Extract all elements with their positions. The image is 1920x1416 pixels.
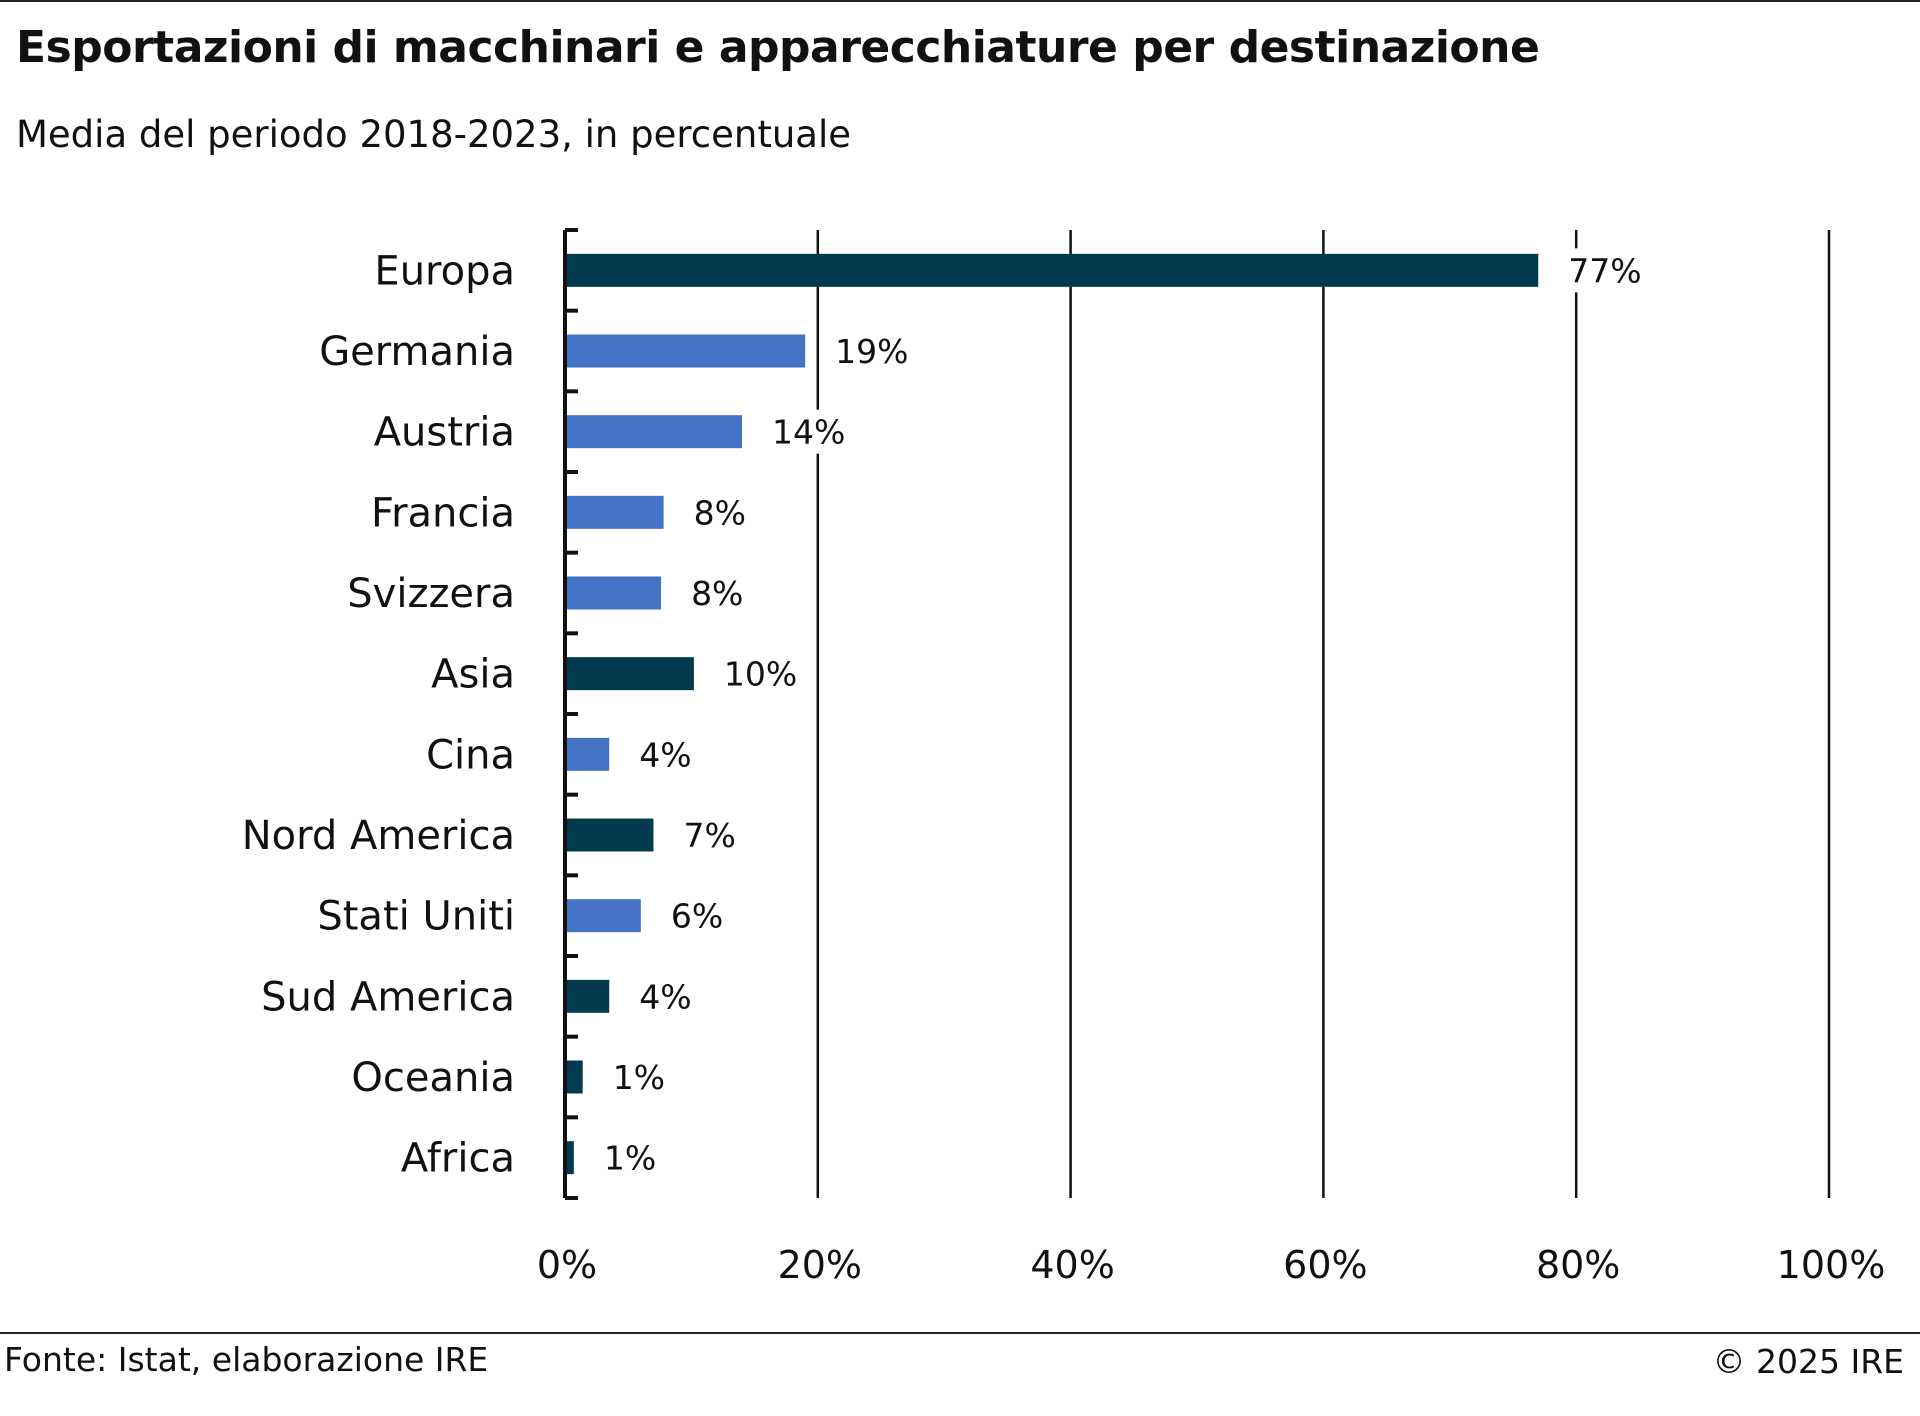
chart-subtitle: Media del periodo 2018-2023, in percentu… <box>16 113 852 156</box>
bar-4 <box>565 576 662 610</box>
category-label: Asia <box>431 652 515 698</box>
bar-2 <box>565 415 742 449</box>
value-label: 77% <box>1568 251 1641 290</box>
x-tick-label: 20% <box>778 1243 862 1287</box>
top-rule <box>0 0 1920 2</box>
value-label: 4% <box>639 977 691 1016</box>
bar-5 <box>565 657 694 691</box>
value-label-bg <box>683 571 738 615</box>
value-label: 1% <box>613 1058 665 1097</box>
bar-6 <box>565 737 610 771</box>
category-label: Cina <box>426 732 515 778</box>
value-label-bg <box>685 490 740 535</box>
x-tick-label: 80% <box>1536 1243 1620 1287</box>
copyright-note: © 2025 IRE <box>1712 1342 1904 1381</box>
bar-11 <box>565 1141 574 1175</box>
bar-9 <box>565 979 610 1013</box>
category-label: Austria <box>374 410 515 456</box>
value-label-bg <box>715 651 790 696</box>
value-label: 8% <box>694 493 746 532</box>
x-tick-label: 40% <box>1030 1243 1114 1287</box>
chart-title: Esportazioni di macchinari e apparecchia… <box>16 22 1540 73</box>
value-label-bg <box>662 893 717 938</box>
category-label: Africa <box>401 1136 515 1182</box>
y-axis <box>563 228 578 1200</box>
value-label: 4% <box>639 735 691 774</box>
value-label-bg <box>675 813 730 857</box>
category-label: Europa <box>374 248 515 294</box>
category-label: Nord America <box>242 813 515 859</box>
x-tick-label: 0% <box>537 1243 597 1287</box>
category-label: Francia <box>371 490 515 536</box>
category-label: Stati Uniti <box>317 894 515 940</box>
value-label: 10% <box>724 655 797 694</box>
value-label: 7% <box>683 816 735 855</box>
x-tick-label: 60% <box>1283 1243 1367 1287</box>
value-label-bg <box>595 1135 650 1180</box>
footer-rule <box>0 1332 1920 1334</box>
value-label: 19% <box>835 332 908 371</box>
value-label-bg <box>631 974 686 1019</box>
value-label-bg <box>604 1055 659 1099</box>
x-tick-label: 100% <box>1777 1243 1886 1287</box>
category-label: Oceania <box>351 1055 515 1101</box>
value-label-bg <box>763 409 838 454</box>
bar-7 <box>565 818 654 852</box>
gridlines <box>816 230 1831 1198</box>
source-note: Fonte: Istat, elaborazione IRE <box>4 1340 489 1379</box>
value-label-bg <box>827 329 902 373</box>
category-label: Germania <box>319 329 515 375</box>
category-label: Svizzera <box>347 571 515 617</box>
category-label: Sud America <box>261 974 515 1020</box>
value-label: 6% <box>671 897 723 936</box>
labels: 0% 20% 40% 60% 80% 100% 77% Europa 19% Germania 14… <box>242 248 1886 1287</box>
value-label-bg <box>631 732 686 777</box>
value-label: 8% <box>691 574 743 613</box>
bar-3 <box>565 495 664 529</box>
value-label-bg <box>1560 248 1635 293</box>
bar-1 <box>565 334 806 368</box>
bar-10 <box>565 1060 583 1094</box>
bar-8 <box>565 899 641 933</box>
bars <box>565 253 1539 1175</box>
bar-0 <box>565 253 1539 287</box>
value-label: 1% <box>604 1139 656 1178</box>
value-label: 14% <box>772 413 845 452</box>
